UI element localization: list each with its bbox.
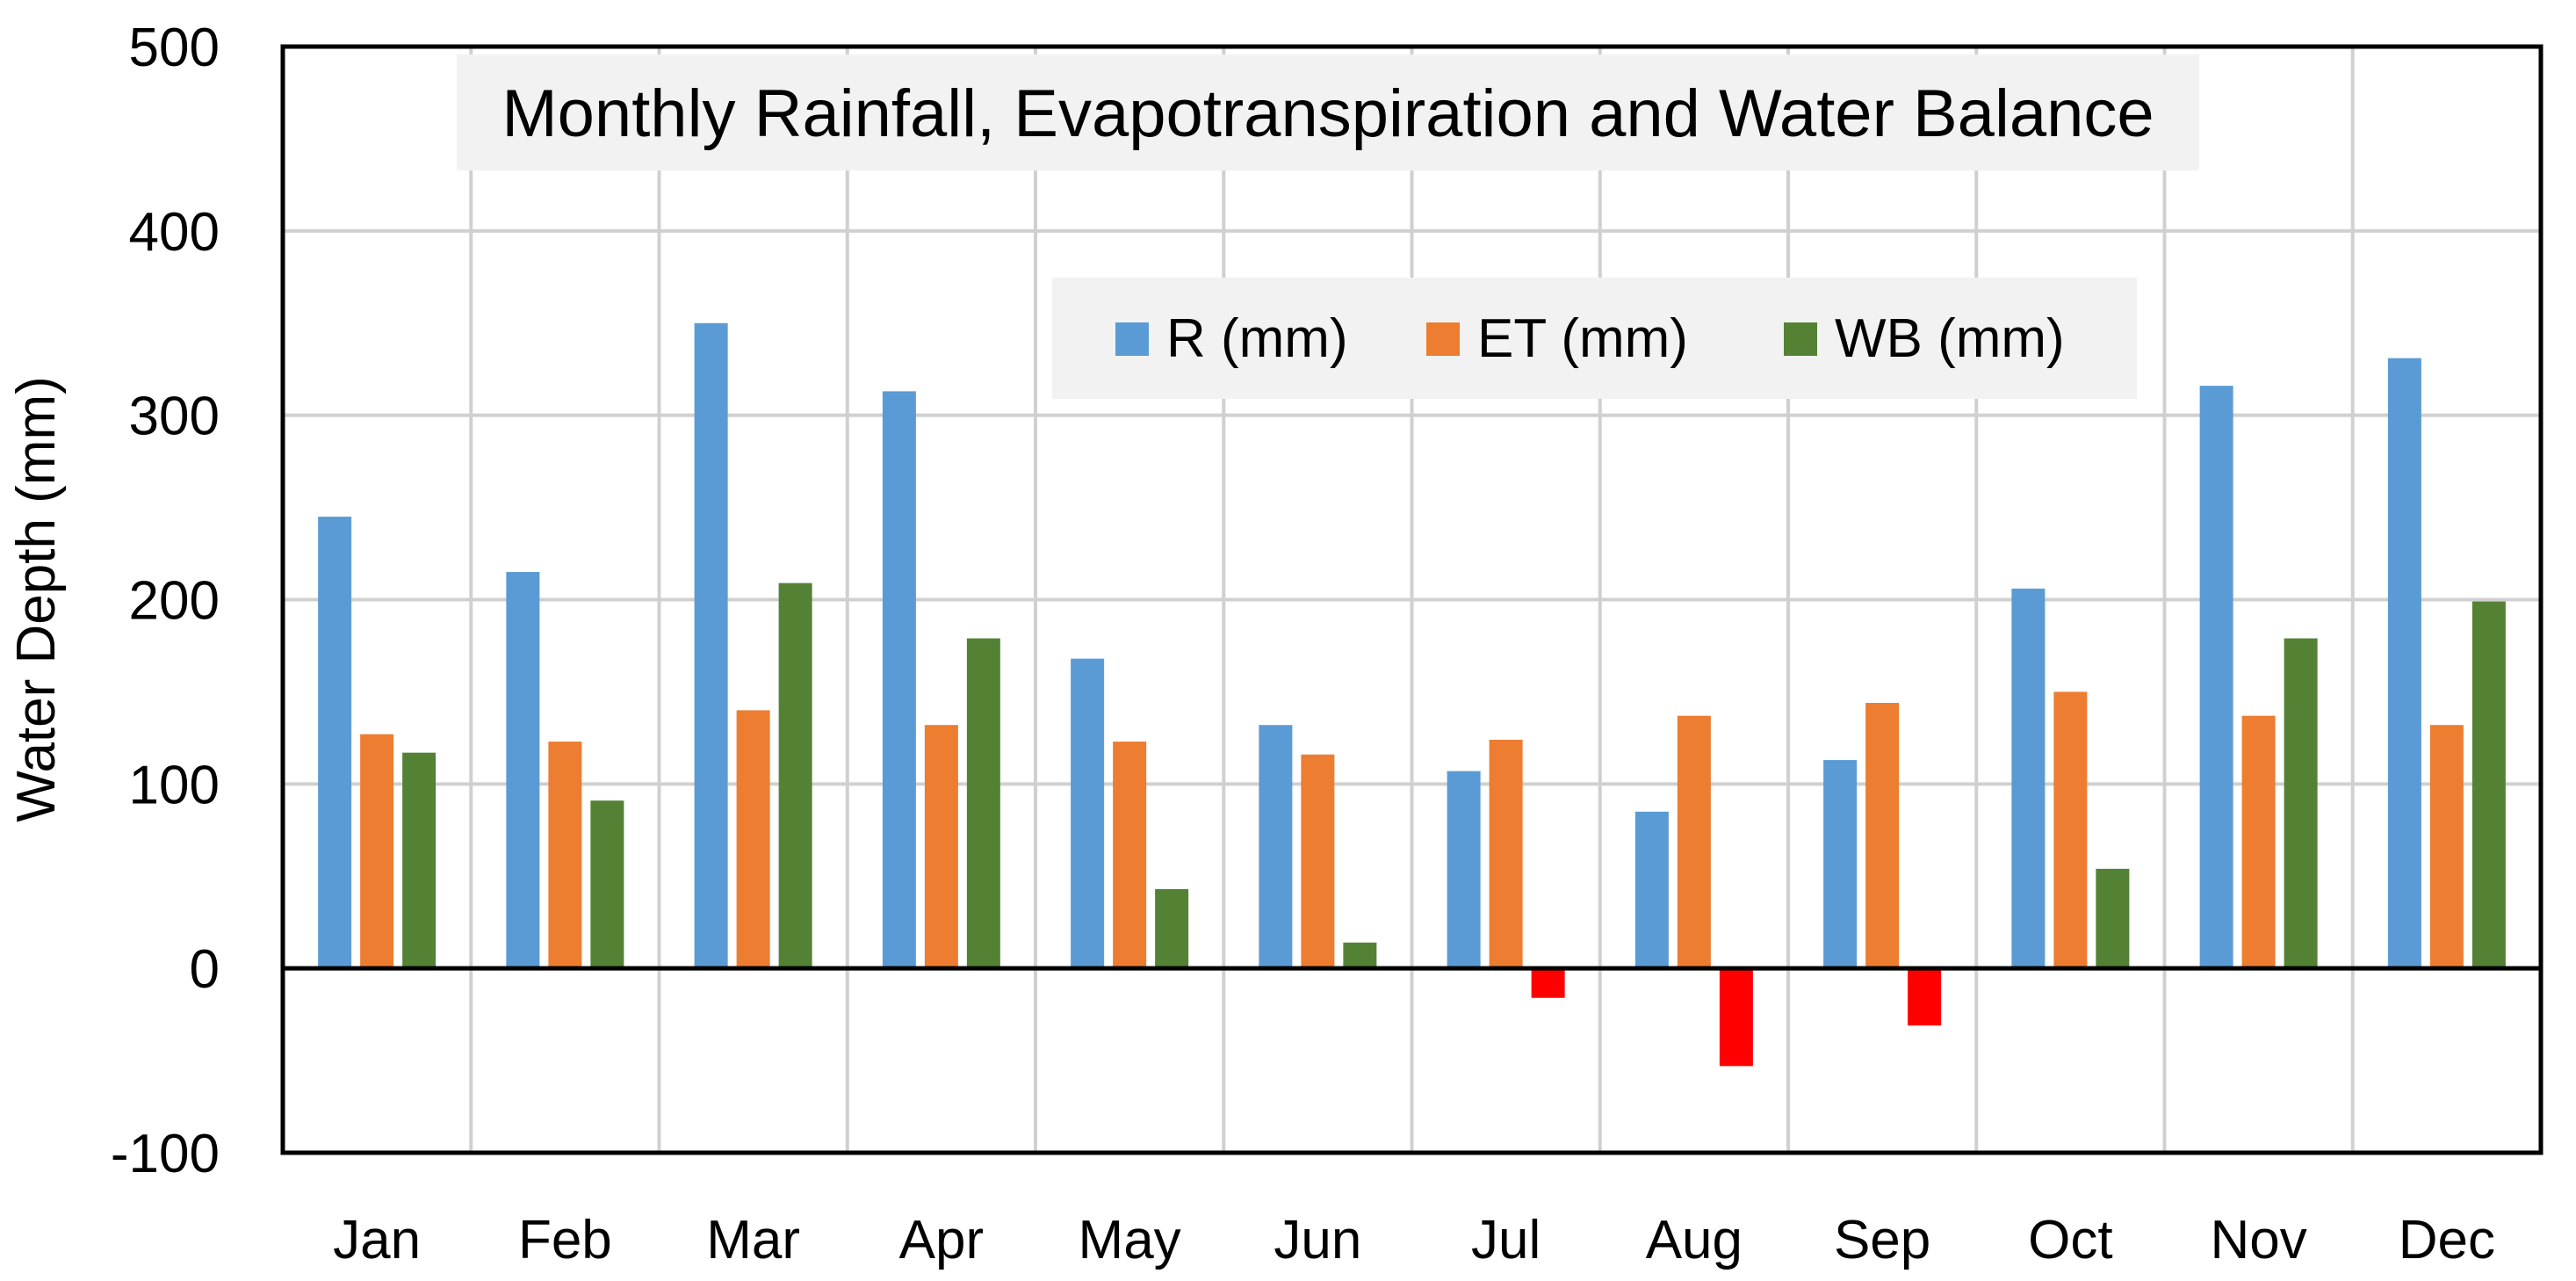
x-tick-label-dec: Dec	[2399, 1210, 2495, 1270]
bar-et-sep	[1865, 703, 1900, 969]
bar-wb-oct	[2096, 868, 2130, 969]
y-tick-label: 200	[129, 571, 220, 632]
bar-wb-sep	[1908, 968, 1942, 1026]
bar-wb-feb	[590, 800, 624, 969]
legend-swatch-et	[1426, 322, 1460, 356]
bar-wb-may	[1155, 888, 1189, 969]
bar-et-nov	[2241, 715, 2276, 969]
x-tick-label-jul: Jul	[1471, 1210, 1541, 1270]
bar-et-feb	[548, 742, 582, 969]
bar-r-mar	[694, 322, 728, 969]
bar-r-jan	[318, 517, 352, 969]
bar-wb-apr	[966, 638, 1000, 969]
bar-et-jul	[1489, 739, 1523, 969]
bar-et-jan	[360, 734, 394, 969]
bar-r-may	[1071, 658, 1105, 969]
bar-et-jun	[1301, 754, 1335, 969]
bar-wb-aug	[1719, 968, 1753, 1067]
legend-label-r: R (mm)	[1166, 308, 1348, 369]
x-axis-labels: Jan Feb Mar Apr May Jun Jul Aug Sep Oct Nov Dec	[333, 1210, 2495, 1270]
y-axis-title: Water Depth (mm)	[6, 376, 67, 822]
x-tick-label-aug: Aug	[1646, 1210, 1743, 1270]
bar-r-oct	[2011, 588, 2046, 969]
x-tick-label-mar: Mar	[706, 1210, 800, 1270]
bar-wb-jul	[1531, 968, 1565, 998]
bar-et-apr	[924, 725, 958, 969]
x-tick-label-apr: Apr	[899, 1210, 984, 1270]
bar-wb-dec	[2471, 601, 2506, 969]
y-tick-label: -100	[111, 1124, 220, 1184]
chart-title-box: Monthly Rainfall, Evapotranspiration and…	[457, 54, 2199, 170]
bar-wb-jun	[1343, 942, 1377, 969]
bar-r-sep	[1823, 760, 1858, 969]
bar-et-may	[1113, 742, 1147, 969]
legend: R (mm) ET (mm) WB (mm)	[1052, 278, 2137, 399]
y-tick-label: 500	[129, 18, 220, 78]
x-tick-label-jan: Jan	[333, 1210, 421, 1270]
bar-wb-jan	[402, 752, 437, 969]
bar-r-dec	[2387, 358, 2421, 969]
chart-title: Monthly Rainfall, Evapotranspiration and…	[501, 76, 2154, 151]
bar-r-jun	[1259, 725, 1293, 969]
bar-et-dec	[2429, 725, 2464, 969]
bar-wb-nov	[2284, 638, 2318, 969]
x-tick-label-sep: Sep	[1834, 1210, 1930, 1270]
bar-et-mar	[736, 710, 770, 969]
bar-r-jul	[1447, 771, 1481, 969]
legend-items: R (mm) ET (mm) WB (mm)	[1115, 308, 2065, 369]
y-tick-label: 300	[129, 387, 220, 447]
plot-area-border	[280, 44, 2544, 1155]
y-tick-label: 0	[190, 939, 220, 1000]
x-tick-label-jun: Jun	[1274, 1210, 1361, 1270]
bar-et-oct	[2053, 691, 2088, 969]
x-tick-label-may: May	[1079, 1210, 1181, 1270]
y-tick-label: 100	[129, 755, 220, 815]
legend-background	[1052, 278, 2137, 399]
x-tick-label-feb: Feb	[518, 1210, 612, 1270]
legend-swatch-wb	[1784, 322, 1817, 356]
bar-r-feb	[506, 572, 540, 969]
x-tick-label-nov: Nov	[2210, 1210, 2306, 1270]
bars	[318, 322, 2506, 1067]
bar-r-nov	[2199, 386, 2233, 969]
bar-r-aug	[1634, 811, 1669, 969]
legend-label-wb: WB (mm)	[1835, 308, 2065, 369]
bar-r-apr	[882, 391, 916, 969]
x-tick-label-oct: Oct	[2028, 1210, 2112, 1270]
legend-label-et: ET (mm)	[1477, 308, 1688, 369]
y-axis-ticks: 500 400 300 200 100 0 -100	[111, 18, 220, 1184]
legend-swatch-r	[1115, 322, 1149, 356]
bar-et-aug	[1677, 715, 1711, 969]
bar-wb-mar	[778, 583, 812, 969]
y-tick-label: 400	[129, 202, 220, 263]
chart-title-background	[457, 54, 2199, 170]
